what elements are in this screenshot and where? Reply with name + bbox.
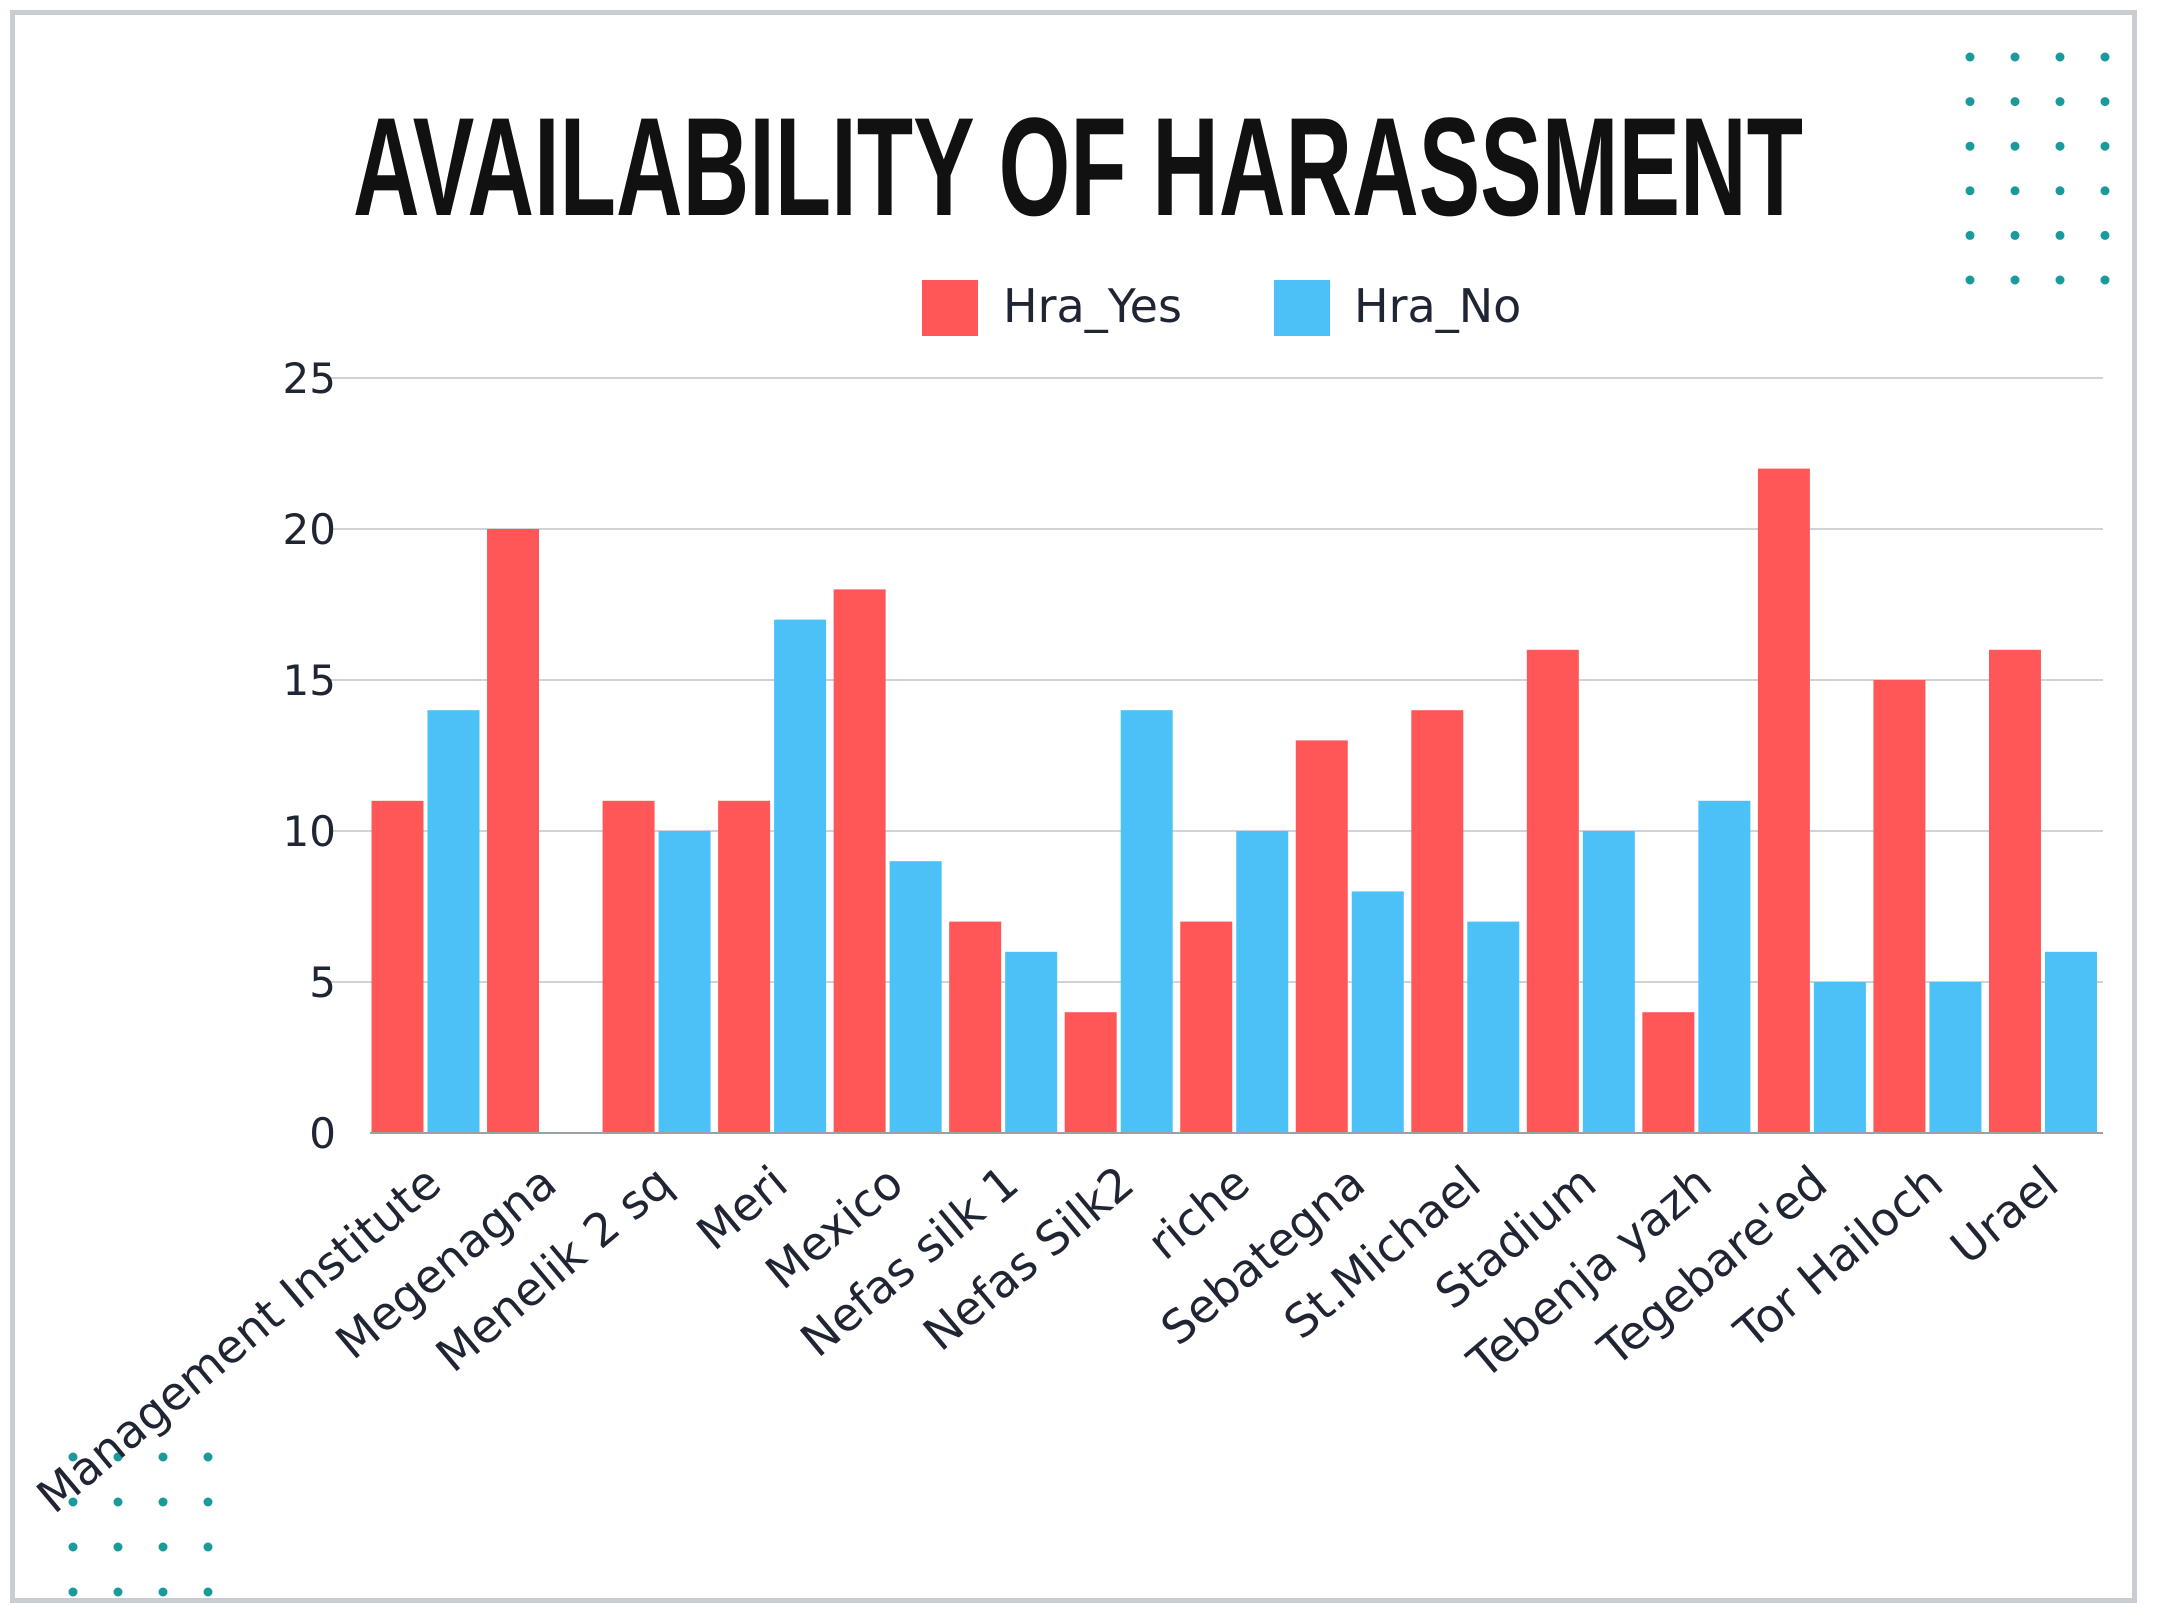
bar-hra-yes: Stadium — Hra_Yes: 16 (1526, 649, 1579, 1133)
y-tick-label: 15 (283, 656, 336, 705)
decorative-dot (1965, 275, 1975, 285)
decorative-dot (2100, 97, 2110, 107)
decorative-dot (68, 1452, 78, 1462)
bar-hra-yes: Urael — Hra_Yes: 16 (1988, 649, 2041, 1133)
bar-hra-yes: St.Michael — Hra_Yes: 14 (1411, 710, 1464, 1133)
decorative-dot (1965, 141, 1975, 151)
bar-hra-yes: Tor Hailoch — Hra_Yes: 15 (1873, 680, 1926, 1133)
y-tick-label: 0 (309, 1109, 336, 1158)
y-tick-label: 20 (283, 505, 336, 554)
chart-title: AVAILABILITY OF HARASSMENT (353, 88, 1803, 245)
decorative-dot (113, 1587, 123, 1597)
decorative-dot (1965, 52, 1975, 62)
y-tick-label: 25 (283, 354, 336, 403)
decorative-dot (68, 1542, 78, 1552)
bar-hra-no: Sebategna — Hra_No: 8 (1351, 891, 1404, 1133)
bar-hra-yes: Tegebare'ed — Hra_Yes: 22 (1757, 468, 1810, 1134)
decorative-dot (2055, 141, 2065, 151)
bar-hra-yes: Nefas Silk2 — Hra_Yes: 4 (1064, 1012, 1117, 1133)
bar-hra-no: Meri — Hra_No: 17 (774, 619, 827, 1133)
bar-hra-no: Menelik 2 sq — Hra_No: 10 (658, 831, 711, 1133)
decorative-dot (1965, 97, 1975, 107)
decorative-dot (2010, 275, 2020, 285)
decorative-dot (2010, 186, 2020, 196)
decorative-dot (68, 1497, 78, 1507)
bar-hra-no: St.Michael — Hra_No: 7 (1467, 921, 1520, 1133)
decorative-dot (113, 1497, 123, 1507)
decorative-dot (2010, 141, 2020, 151)
decorative-dot (68, 1587, 78, 1597)
decorative-dot (113, 1452, 123, 1462)
bars: Management Institute — Hra_Yes: 11 Megena… (371, 468, 2097, 1134)
decorative-dot (2055, 186, 2065, 196)
decorative-dot (113, 1542, 123, 1552)
bar-hra-yes: Meri — Hra_Yes: 11 (718, 800, 771, 1133)
decorative-dot (2100, 141, 2110, 151)
decorative-dot (2010, 230, 2020, 240)
bar-hra-yes: riche — Hra_Yes: 7 (1180, 921, 1233, 1133)
decorative-dot (2010, 52, 2020, 62)
bar-hra-yes: Management Institute — Hra_Yes: 11 (371, 800, 424, 1133)
decorative-dot (203, 1542, 213, 1552)
decorative-dot (2100, 230, 2110, 240)
decorative-dot (203, 1452, 213, 1462)
bar-hra-no: Urael — Hra_No: 6 (2044, 951, 2097, 1133)
bar-hra-yes: Megenagna — Hra_Yes: 20 (487, 529, 540, 1133)
legend-swatch-hra-no (1274, 280, 1330, 336)
legend-label-hra-no: Hra_No (1354, 279, 1521, 333)
bar-hra-no: Nefas silk 1 — Hra_No: 6 (1005, 951, 1058, 1133)
decorative-dot (1965, 230, 1975, 240)
bar-hra-yes: Mexico — Hra_Yes: 18 (833, 589, 886, 1133)
bar-hra-no: Tegebare'ed — Hra_No: 5 (1813, 982, 1866, 1133)
y-tick-label: 10 (283, 807, 336, 856)
decorative-dot (2100, 52, 2110, 62)
decorative-dot (2055, 97, 2065, 107)
decorative-dots-bottom-left (68, 1452, 213, 1597)
bar-hra-yes: Menelik 2 sq — Hra_Yes: 11 (602, 800, 655, 1133)
bar-hra-no: riche — Hra_No: 10 (1236, 831, 1289, 1133)
legend-label-hra-yes: Hra_Yes (1003, 279, 1182, 333)
decorative-dot (2100, 186, 2110, 196)
decorative-dot (2055, 230, 2065, 240)
decorative-dot (2010, 97, 2020, 107)
chart-legend: Hra_Yes Hra_No (922, 279, 1521, 336)
decorative-dot (158, 1452, 168, 1462)
decorative-dot (203, 1587, 213, 1597)
bar-hra-no: Mexico — Hra_No: 9 (889, 861, 942, 1133)
bar-hra-no: Tebenja yazh — Hra_No: 11 (1698, 800, 1751, 1133)
decorative-dot (203, 1497, 213, 1507)
decorative-dot (2055, 275, 2065, 285)
bar-hra-no: Nefas Silk2 — Hra_No: 14 (1120, 710, 1173, 1133)
decorative-dot (2100, 275, 2110, 285)
y-axis-ticks: 0 5 10 15 20 25 (283, 354, 336, 1158)
decorative-dot (158, 1587, 168, 1597)
gridlines (330, 377, 2103, 983)
y-tick-label: 5 (309, 958, 336, 1007)
bar-hra-no: Management Institute — Hra_No: 14 (427, 710, 480, 1133)
bar-hra-yes: Nefas silk 1 — Hra_Yes: 7 (949, 921, 1002, 1133)
bar-hra-yes: Sebategna — Hra_Yes: 13 (1295, 740, 1348, 1133)
bar-hra-yes: Tebenja yazh — Hra_Yes: 4 (1642, 1012, 1695, 1133)
decorative-dot (1965, 186, 1975, 196)
legend-swatch-hra-yes (922, 280, 978, 336)
bar-hra-no: Tor Hailoch — Hra_No: 5 (1929, 982, 1982, 1133)
decorative-dot (158, 1542, 168, 1552)
decorative-dots-top-right (1965, 52, 2110, 285)
x-tick-label: Urael (1940, 1155, 2068, 1275)
decorative-dot (2055, 52, 2065, 62)
decorative-dot (158, 1497, 168, 1507)
bar-hra-no: Stadium — Hra_No: 10 (1582, 831, 1635, 1133)
